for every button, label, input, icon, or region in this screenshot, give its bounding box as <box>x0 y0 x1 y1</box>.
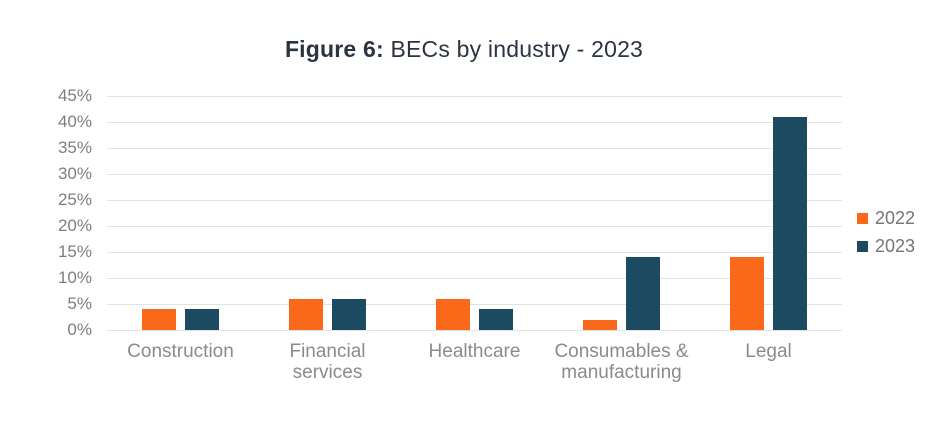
legend-entry-2023: 2023 <box>857 236 915 257</box>
bar-2022-legal <box>730 257 764 330</box>
legend-swatch-2022 <box>857 213 868 224</box>
bar-2023-construction <box>185 309 219 330</box>
y-tick-label: 45% <box>57 86 92 105</box>
gridline <box>107 252 842 253</box>
gridline <box>107 148 842 149</box>
y-tick-label: 0% <box>67 320 92 339</box>
bar-2023-financial <box>332 298 366 330</box>
chart-title-prefix: Figure 6: <box>284 36 384 62</box>
gridline <box>107 304 842 305</box>
bar-2023-legal <box>773 116 807 330</box>
y-tick-label: 30% <box>57 164 92 183</box>
bar-2022-healthcare <box>436 298 470 330</box>
x-category-label: Healthcare <box>428 341 521 362</box>
legend-entry-2022: 2022 <box>857 208 915 229</box>
legend-label-2022: 2022 <box>875 208 916 228</box>
chart-title: Figure 6: BECs by industry - 2023 <box>0 36 928 63</box>
x-category-label: Legal <box>745 341 792 362</box>
legend-swatch-2023 <box>857 241 868 252</box>
gridline <box>107 226 842 227</box>
bar-2022-financial <box>289 298 323 330</box>
y-tick-label: 10% <box>57 268 92 287</box>
legend-label-2023: 2023 <box>875 236 916 256</box>
plot-area: 45% 40% 35% 30% 25% 20% 15% 10% 5% 0% Construction… <box>58 86 842 383</box>
y-tick-label: 35% <box>57 138 92 157</box>
gridline <box>107 278 842 279</box>
gridline <box>107 174 842 175</box>
gridline <box>107 96 842 97</box>
y-tick-label: 25% <box>57 190 92 209</box>
x-category-label: Consumables & manufacturing <box>554 341 689 384</box>
chart-title-text: BECs by industry - 2023 <box>383 36 644 62</box>
y-tick-label: 40% <box>57 112 92 131</box>
x-category-label: Financial services <box>289 341 366 384</box>
y-tick-label: 15% <box>57 242 92 261</box>
x-category-label: Construction <box>127 341 234 362</box>
legend: 2022 2023 <box>857 208 915 264</box>
y-tick-label: 5% <box>67 294 92 313</box>
gridline <box>107 330 842 331</box>
gridline <box>107 200 842 201</box>
y-tick-label: 20% <box>57 216 92 235</box>
bar-2022-consumables- <box>583 319 617 330</box>
gridline <box>107 122 842 123</box>
bar-2023-healthcare <box>479 309 513 330</box>
bar-2023-consumables- <box>626 257 660 330</box>
bar-2022-construction <box>142 309 176 330</box>
